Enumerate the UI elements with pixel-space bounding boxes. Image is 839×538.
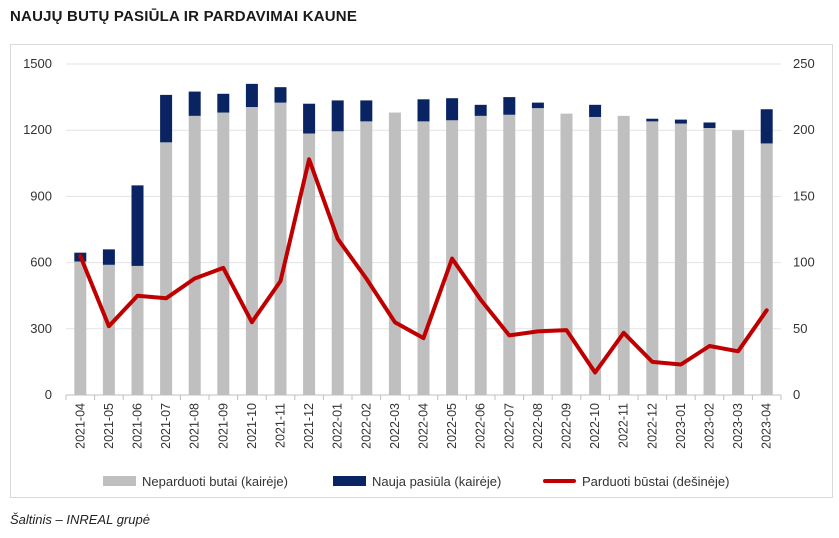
sales-line	[78, 157, 769, 375]
y-left-tick-label: 900	[30, 188, 52, 203]
y-left-tick-label: 1500	[23, 56, 52, 71]
x-tick-label: 2022-11	[617, 403, 631, 448]
legend-item-new-supply: Nauja pasiūla (kairėje)	[333, 472, 501, 490]
x-tick-label: 2022-08	[531, 403, 545, 449]
x-tick-label: 2022-05	[445, 403, 459, 449]
bar-new-supply	[417, 99, 430, 122]
bar-new-supply	[760, 109, 773, 144]
bar-new-supply	[160, 94, 173, 143]
x-tick-label: 2022-02	[359, 403, 373, 449]
axes: 0 300 600 900 1200 1500 0 50 100 150 200 250 2021-04…	[23, 56, 815, 449]
bar-unsold	[703, 127, 716, 395]
legend-item-sold: Parduoti būstai (dešinėje)	[543, 472, 729, 490]
bar-new-supply	[245, 83, 258, 108]
y-left-tick-label: 1200	[23, 122, 52, 137]
bar-new-supply	[274, 87, 287, 103]
legend-label-sold: Parduoti būstai (dešinėje)	[582, 473, 730, 489]
bar-unsold	[417, 121, 430, 395]
x-tick-label: 2022-01	[331, 403, 345, 449]
bar-unsold	[760, 143, 773, 395]
bar-new-supply	[446, 98, 459, 121]
legend-label-new-supply: Nauja pasiūla (kairėje)	[372, 473, 502, 489]
bar-new-supply	[303, 103, 316, 134]
bar-unsold	[474, 115, 487, 396]
y-right-tick-label: 100	[793, 255, 815, 270]
x-tick-label: 2022-06	[474, 403, 488, 449]
chart-title: NAUJŲ BUTŲ PASIŪLA IR PARDAVIMAI KAUNE	[10, 8, 358, 25]
y-left-tick-label: 0	[45, 387, 52, 402]
bars	[74, 83, 773, 396]
bar-unsold	[274, 102, 287, 395]
x-tick-label: 2022-10	[588, 403, 602, 449]
bar-new-supply	[503, 97, 516, 115]
bar-unsold	[102, 264, 115, 395]
bar-unsold	[617, 115, 630, 396]
bar-new-supply	[674, 119, 687, 124]
bar-unsold	[160, 142, 173, 395]
y-right-tick-label: 200	[793, 122, 815, 137]
x-tick-label: 2023-04	[760, 403, 774, 449]
bar-unsold	[531, 108, 544, 395]
bar-new-supply	[531, 102, 544, 109]
y-left-tick-label: 300	[30, 321, 52, 336]
x-tick-label: 2021-08	[188, 403, 202, 449]
y-left-tick-label: 600	[30, 255, 52, 270]
legend: Neparduoti butai (kairėje) Nauja pasiūla…	[0, 472, 839, 490]
legend-swatch-unsold	[103, 476, 136, 486]
x-tick-label: 2023-01	[674, 403, 688, 449]
bar-unsold	[646, 121, 659, 395]
bar-new-supply	[646, 118, 659, 122]
x-tick-label: 2021-12	[302, 403, 316, 449]
bar-unsold	[589, 116, 602, 396]
x-tick-label: 2022-09	[560, 403, 574, 449]
x-tick-label: 2023-02	[703, 403, 717, 449]
x-tick-label: 2021-06	[131, 403, 145, 449]
bar-unsold	[303, 133, 316, 395]
bar-new-supply	[589, 104, 602, 117]
legend-label-unsold: Neparduoti butai (kairėje)	[142, 473, 288, 489]
bar-unsold	[674, 123, 687, 395]
bar-new-supply	[703, 122, 716, 128]
x-tick-label: 2022-03	[388, 403, 402, 449]
x-tick-label: 2022-12	[645, 403, 659, 449]
bar-unsold	[131, 265, 144, 395]
bar-new-supply	[474, 104, 487, 116]
y-right-tick-label: 0	[793, 387, 800, 402]
x-tick-label: 2021-07	[159, 403, 173, 449]
bar-new-supply	[102, 249, 115, 265]
bar-unsold	[217, 112, 230, 396]
bar-unsold	[732, 130, 745, 395]
bar-new-supply	[360, 100, 373, 122]
bar-unsold	[188, 115, 201, 396]
bar-unsold	[503, 114, 516, 396]
x-tick-label: 2022-07	[502, 403, 516, 449]
bar-new-supply	[131, 185, 144, 266]
y-right-tick-label: 250	[793, 56, 815, 71]
bar-new-supply	[331, 100, 344, 132]
legend-swatch-sold	[543, 479, 576, 483]
x-tick-label: 2021-10	[245, 403, 259, 449]
bar-new-supply	[217, 93, 230, 113]
legend-item-unsold: Neparduoti butai (kairėje)	[103, 472, 288, 490]
y-right-tick-label: 150	[793, 188, 815, 203]
bar-unsold	[360, 121, 373, 395]
bar-unsold	[245, 107, 258, 395]
y-right-tick-label: 50	[793, 321, 807, 336]
bar-unsold	[560, 113, 573, 396]
x-tick-label: 2022-04	[417, 403, 431, 449]
x-tick-label: 2023-03	[731, 403, 745, 449]
x-tick-label: 2021-09	[216, 403, 230, 449]
x-tick-label: 2021-05	[102, 403, 116, 449]
bar-unsold	[331, 131, 344, 395]
bar-unsold	[388, 112, 401, 396]
x-tick-label: 2021-11	[274, 403, 288, 448]
legend-swatch-new-supply	[333, 476, 366, 486]
bar-new-supply	[188, 91, 201, 116]
bar-unsold	[74, 261, 87, 395]
x-tick-label: 2021-04	[73, 403, 87, 449]
source-note: Šaltinis – INREAL grupė	[10, 512, 150, 527]
